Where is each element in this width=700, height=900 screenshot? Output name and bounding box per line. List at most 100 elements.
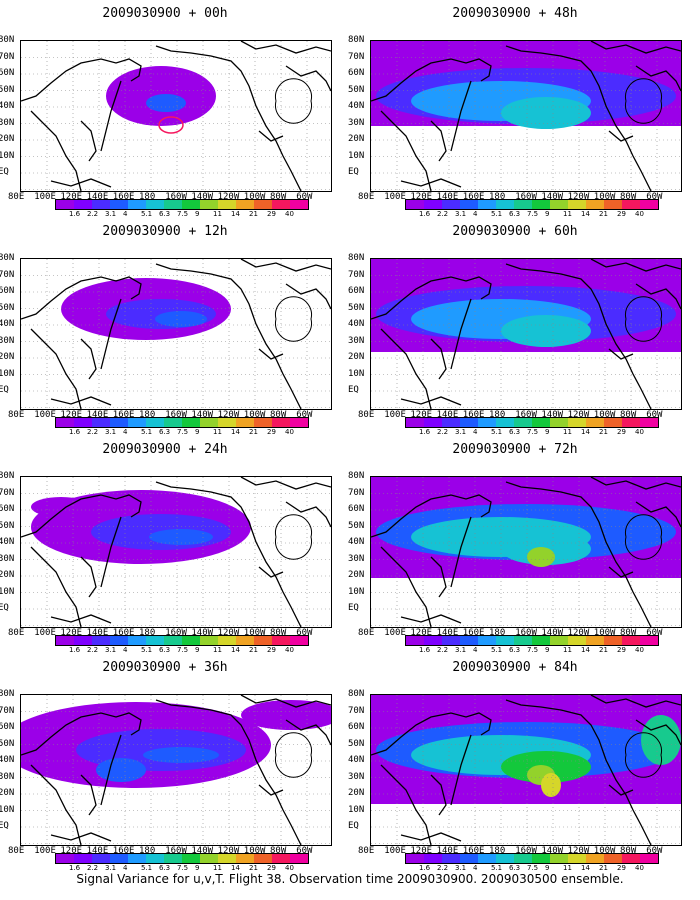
coastline [625,296,662,342]
longitude-label: 80W [620,410,637,420]
colorbar-swatch [110,200,128,209]
colorbar-swatch [496,418,514,427]
latitude-label: 80N [0,471,15,481]
colorbar-label: 7.5 [177,646,189,654]
map-svg [21,41,331,191]
coastline [240,41,331,54]
colorbar-label: 11 [563,210,572,218]
colorbar-label: 1.6 [69,210,81,218]
longitude-label: 80E [358,846,375,856]
colorbar-label: 14 [581,864,590,872]
colorbar-label: 4 [473,864,478,872]
longitude-label: 80E [358,192,375,202]
coastline [608,566,634,578]
colorbar-label: 6.3 [159,646,171,654]
colorbar-swatch [424,636,442,645]
coastline [380,328,432,409]
longitude-label: 140E [86,846,109,856]
longitude-label: 140W [191,410,214,420]
colorbar-label: 1.6 [419,864,431,872]
colorbar-label: 3.1 [105,864,117,872]
latitude-label: 20N [0,352,15,362]
colorbar-swatch [56,636,74,645]
longitude-label: 120E [60,846,83,856]
latitude-label: 30N [0,553,15,564]
colorbar-swatch [182,418,200,427]
colorbar-label: 1.6 [69,646,81,654]
longitude-label: 180 [139,410,156,420]
colorbar-swatch [218,854,236,863]
latitude-label: 50N [0,302,15,313]
coastline [258,348,284,360]
colorbar-label: 29 [617,428,626,436]
colorbar [405,635,659,646]
variance-contour [143,747,219,763]
latitude-label: 60N [0,504,15,514]
variance-contour [241,700,331,730]
map-svg [21,695,331,845]
latitude-label: 20N [0,788,15,798]
colorbar-swatch [424,200,442,209]
longitude-label: 160W [165,846,187,856]
colorbar-swatch [182,854,200,863]
latitude-label: 30N [348,335,365,346]
colorbar-swatch [622,200,640,209]
colorbar [55,417,309,428]
colorbar-label: 40 [285,864,294,872]
colorbar-swatch [74,200,92,209]
colorbar-label: 6.3 [159,864,171,872]
colorbar-label: 3.1 [105,428,117,436]
latitude-label: 10N [0,150,15,161]
coastline [30,328,82,409]
longitude-label: 100E [384,192,406,202]
latitude-label: EQ [0,821,9,831]
longitude-label: 160E [112,192,135,202]
colorbar-swatch [478,418,496,427]
colorbar-label: 11 [563,864,572,872]
longitude-label: 180 [139,846,156,856]
coastline [625,78,662,124]
coastline [285,283,331,310]
latitude-label: 30N [348,771,365,782]
coastline [430,774,447,816]
coastline [505,481,652,627]
colorbar-swatch [200,636,218,645]
longitude-label: 160E [112,410,135,420]
latitude-label: 60N [348,722,365,732]
longitude-label: 160W [515,628,537,638]
longitude-label: 120E [60,628,83,638]
colorbar-label: 3.1 [105,210,117,218]
panel-title: 2009030900 + 84h [452,660,578,675]
colorbar-swatch [128,636,146,645]
colorbar-label: 6.3 [509,428,521,436]
latitude-label: 40N [348,319,365,329]
map-area [370,476,682,628]
colorbar-swatch [532,636,550,645]
colorbar-label: 9 [195,428,200,436]
coastline [380,546,432,627]
latitude-label: 70N [0,705,15,716]
colorbar-swatch [218,200,236,209]
longitude-label: 120E [410,628,433,638]
coastline [400,832,462,842]
colorbar-swatch [406,854,424,863]
latitude-label: 20N [348,788,365,798]
latitude-label: EQ [0,167,9,177]
map-svg [371,477,681,627]
colorbar-label: 1.6 [419,428,431,436]
longitude-label: 180 [139,192,156,202]
latitude-label: 30N [348,553,365,564]
colorbar-label: 1.6 [69,428,81,436]
longitude-label: 160W [515,192,537,202]
longitude-label: 140E [436,192,459,202]
colorbar-label: 29 [617,210,626,218]
colorbar-swatch [200,854,218,863]
colorbar-swatch [236,418,254,427]
colorbar-swatch [442,854,460,863]
colorbar-swatch [92,418,110,427]
longitude-label: 120W [567,846,590,856]
colorbar-label: 2.2 [437,864,449,872]
longitude-label: 80W [620,846,637,856]
coastline [50,614,112,624]
colorbar-swatch [74,636,92,645]
